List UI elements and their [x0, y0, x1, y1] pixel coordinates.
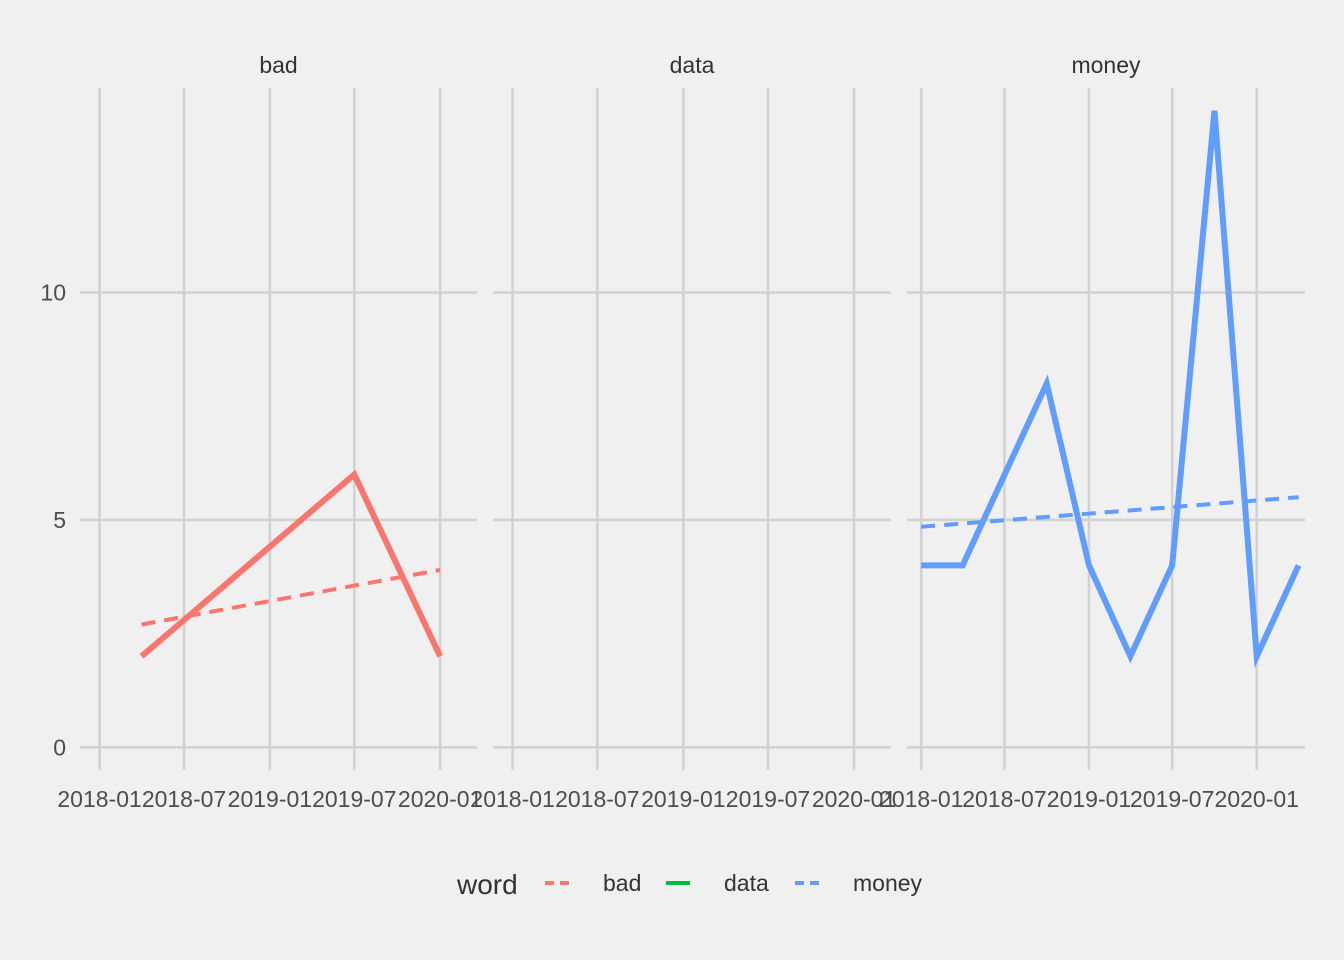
legend-title: word [456, 869, 518, 900]
x-tick-label: 2018-07 [962, 786, 1046, 812]
x-tick-label: 2019-07 [726, 786, 810, 812]
panel-bad: bad 2018-01 2018-07 2019-01 2019-07 2020-01 [57, 52, 482, 812]
facet-label-data: data [670, 52, 715, 78]
panel-data: data 2018-01 2018-07 2019-01 2019-07 2020-01 [470, 52, 896, 812]
x-tick-label: 2019-01 [641, 786, 725, 812]
legend-label-data: data [724, 870, 769, 896]
x-tick-label: 2020-01 [812, 786, 896, 812]
x-tick-label: 2018-01 [470, 786, 554, 812]
legend-label-money: money [853, 870, 923, 896]
legend: word bad data money [456, 869, 923, 900]
x-tick-label: 2018-07 [555, 786, 639, 812]
x-tick-label: 2020-01 [398, 786, 482, 812]
y-tick-label: 0 [53, 734, 66, 760]
facet-label-bad: bad [259, 52, 297, 78]
x-tick-label: 2019-01 [1047, 786, 1131, 812]
x-tick-label: 2018-01 [57, 786, 141, 812]
x-tick-label: 2019-01 [228, 786, 312, 812]
series-line-bad [139, 469, 443, 659]
y-tick-label: 10 [40, 280, 66, 306]
y-tick-label: 5 [53, 507, 66, 533]
series-line-money [921, 110, 1302, 669]
x-tick-label: 2019-07 [312, 786, 396, 812]
x-tick-label: 2020-01 [1215, 786, 1299, 812]
x-tick-label: 2018-07 [142, 786, 226, 812]
legend-label-bad: bad [603, 870, 641, 896]
trend-line-money [921, 495, 1299, 529]
facet-label-money: money [1071, 52, 1141, 78]
x-tick-label: 2018-01 [879, 786, 963, 812]
x-tick-label: 2019-07 [1130, 786, 1214, 812]
